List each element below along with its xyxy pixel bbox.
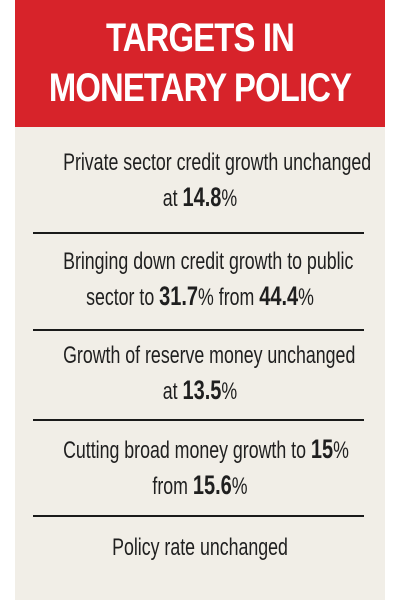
title-line-2: MONETARY POLICY (48, 66, 352, 110)
item-value: 31.7 (159, 281, 199, 311)
header-banner: TARGETS IN MONETARY POLICY (15, 0, 385, 127)
divider (33, 515, 364, 517)
target-item-private-credit: Private sector credit growth unchanged a… (15, 146, 385, 216)
item-text-line: sector to 31.7% from 44.4% (86, 281, 314, 311)
item-value: 13.5 (182, 375, 222, 405)
item-value: 15.6 (192, 470, 232, 500)
item-text-line: Bringing down credit growth to public (63, 248, 354, 275)
item-text-line: Private sector credit growth unchanged (63, 149, 372, 176)
item-text-line: at 14.8% (162, 182, 238, 212)
divider (33, 419, 364, 421)
item-text-line: Policy rate unchanged (112, 534, 288, 561)
item-value: 15 (310, 434, 334, 464)
divider (33, 232, 364, 234)
divider (33, 329, 364, 331)
target-item-public-credit: Bringing down credit growth to public se… (15, 245, 385, 315)
item-text-line: Growth of reserve money unchanged (63, 342, 356, 369)
infographic-card: TARGETS IN MONETARY POLICY Private secto… (15, 0, 385, 600)
item-text-line: from 15.6% (152, 470, 248, 500)
target-item-broad-money: Cutting broad money growth to 15% from 1… (15, 432, 385, 504)
item-text-line: Cutting broad money growth to 15% (63, 434, 349, 464)
item-value: 14.8 (182, 182, 222, 212)
item-text-line: at 13.5% (162, 375, 238, 405)
item-value: 44.4 (259, 281, 299, 311)
target-item-policy-rate: Policy rate unchanged (15, 531, 385, 565)
title-line-1: TARGETS IN (105, 16, 295, 60)
target-item-reserve-money: Growth of reserve money unchanged at 13.… (15, 339, 385, 409)
